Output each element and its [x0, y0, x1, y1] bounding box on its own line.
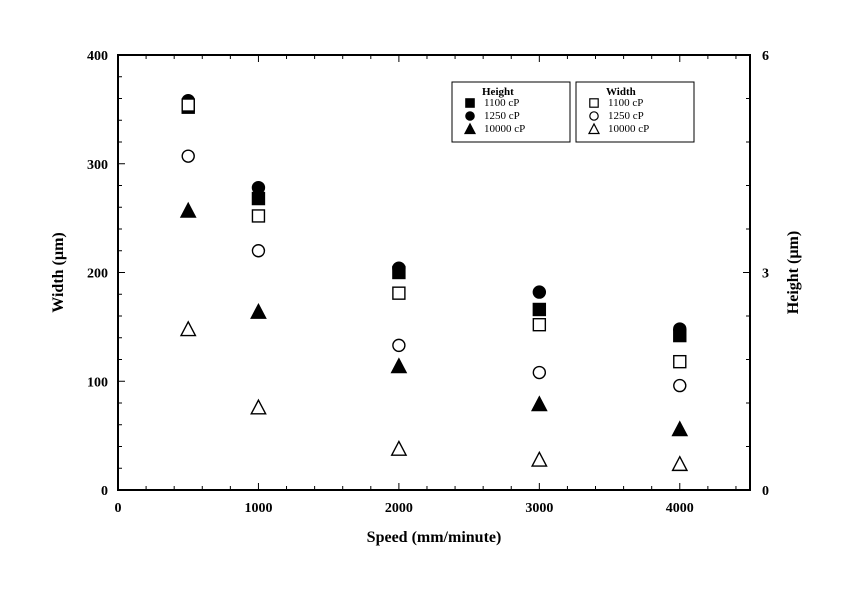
- point-w_1250: [674, 380, 686, 392]
- point-w_1250: [533, 367, 545, 379]
- yl-axis-label: Width (µm): [50, 232, 67, 312]
- scatter-chart: 01000200030004000Speed (mm/minute)010020…: [0, 0, 863, 598]
- yl-tick-label: 300: [87, 158, 108, 173]
- x-tick-label: 3000: [525, 501, 553, 516]
- legend-marker: [466, 112, 474, 120]
- legend-label: 1100 cP: [484, 97, 519, 109]
- x-tick-label: 2000: [385, 501, 413, 516]
- yr-tick-label: 6: [762, 49, 769, 64]
- legend-marker: [590, 112, 598, 120]
- yr-tick-label: 0: [762, 484, 769, 499]
- yr-tick-label: 3: [762, 267, 769, 282]
- yl-tick-label: 100: [87, 375, 108, 390]
- point-w_1100: [252, 210, 264, 222]
- legend-label: 10000 cP: [608, 123, 649, 135]
- yl-tick-label: 200: [87, 267, 108, 282]
- legend-marker: [466, 99, 474, 107]
- point-w_1250: [393, 339, 405, 351]
- yr-axis-label: Height (µm): [785, 231, 802, 314]
- point-h_1250: [533, 286, 545, 298]
- point-h_1250: [252, 182, 264, 194]
- point-w_1100: [393, 287, 405, 299]
- x-axis-label: Speed (mm/minute): [367, 529, 502, 546]
- yl-tick-label: 400: [87, 49, 108, 64]
- point-w_1100: [182, 99, 194, 111]
- point-w_1250: [182, 150, 194, 162]
- point-w_1250: [252, 245, 264, 257]
- point-h_1100: [533, 303, 545, 315]
- legend-label: 10000 cP: [484, 123, 525, 135]
- x-tick-label: 1000: [244, 501, 272, 516]
- legend-marker: [590, 99, 598, 107]
- yl-tick-label: 0: [101, 484, 108, 499]
- point-w_1100: [533, 319, 545, 331]
- x-tick-label: 4000: [666, 501, 694, 516]
- point-h_1250: [674, 323, 686, 335]
- point-h_1250: [393, 262, 405, 274]
- legend-label: 1250 cP: [608, 110, 644, 122]
- legend-label: 1100 cP: [608, 97, 643, 109]
- point-w_1100: [674, 356, 686, 368]
- legend-label: 1250 cP: [484, 110, 520, 122]
- x-tick-label: 0: [115, 501, 122, 516]
